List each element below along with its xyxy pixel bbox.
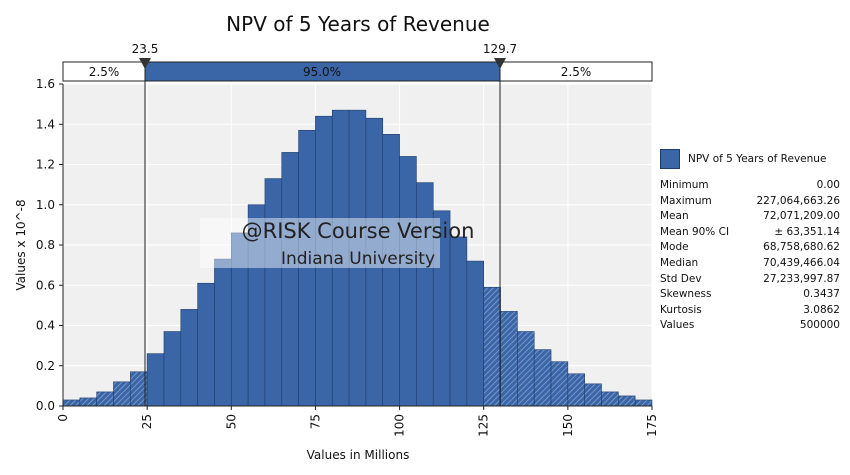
stat-label: Maximum: [660, 194, 712, 207]
x-axis-ticks: 0 25 50 75 100 125 150 175: [56, 406, 659, 437]
histogram-bar: [146, 353, 165, 407]
stat-label: Skewness: [660, 288, 712, 301]
x-tick-label: 100: [393, 414, 407, 437]
stat-label: Kurtosis: [660, 303, 702, 316]
histogram-bar: [533, 349, 552, 407]
y-axis-ticks: 0.0 0.2 0.4 0.6 0.8 1.0 1.2 1.4 1.6: [36, 77, 63, 413]
y-tick-label: 1.2: [36, 158, 55, 172]
x-tick-label: 125: [477, 414, 491, 437]
histogram-bar: [96, 391, 114, 407]
histogram-bar: [449, 236, 468, 407]
histogram-bar: [483, 286, 501, 407]
histogram-bar: [281, 152, 299, 407]
stat-label: Mean: [660, 210, 689, 223]
histogram-bar: [500, 311, 518, 407]
histogram-bar: [382, 134, 400, 407]
band-middle-pct: 95.0%: [303, 65, 341, 79]
histogram-bar: [399, 156, 417, 407]
stat-row: Mode 68,758,680.62: [660, 240, 840, 256]
chart-title: NPV of 5 Years of Revenue: [226, 12, 490, 36]
stat-row: Mean 90% CI ± 63,351.14: [660, 225, 840, 241]
right-delimiter-value: 129.7: [483, 42, 517, 56]
legend-label: NPV of 5 Years of Revenue: [688, 153, 827, 165]
histogram-bar: [180, 309, 198, 407]
stat-row: Median 70,439,466.04: [660, 256, 840, 272]
histogram-bar: [618, 395, 636, 407]
stat-label: Minimum: [660, 179, 709, 191]
right-delimiter-marker[interactable]: [494, 58, 506, 69]
histogram-bar: [79, 397, 97, 407]
x-tick-label: 0: [56, 414, 70, 422]
y-tick-label: 0.6: [36, 278, 55, 292]
stat-row: Kurtosis 3.0862: [660, 303, 840, 319]
stat-value: 27,233,997.87: [763, 272, 840, 285]
x-tick-label: 25: [140, 414, 154, 429]
x-tick-label: 175: [645, 414, 659, 437]
histogram-bar: [567, 373, 585, 407]
stat-row: Skewness 0.3437: [660, 287, 840, 303]
legend-swatch: [660, 149, 680, 169]
histogram-bar: [550, 361, 569, 407]
histogram-bar: [197, 282, 215, 407]
left-delimiter-value: 23.5: [132, 42, 159, 56]
left-delimiter-marker[interactable]: [139, 58, 151, 69]
y-tick-label: 1.4: [36, 117, 55, 131]
stat-row: Values 500000: [660, 318, 840, 334]
histogram-bar: [466, 260, 485, 407]
x-tick-label: 75: [308, 414, 322, 429]
x-tick-label: 50: [224, 414, 238, 429]
histogram-bar: [584, 383, 602, 407]
y-tick-label: 0.2: [36, 359, 55, 373]
stat-label: Mode: [660, 241, 689, 254]
stat-row: Maximum 227,064,663.26: [660, 194, 840, 210]
y-tick-label: 0.4: [36, 319, 55, 333]
x-tick-label: 150: [561, 414, 575, 437]
stat-value: 72,071,209.00: [763, 210, 840, 223]
stat-label: Mean 90% CI: [660, 225, 730, 238]
histogram-bar: [601, 391, 619, 407]
legend: NPV of 5 Years of Revenue: [660, 148, 840, 170]
histogram-bar: [264, 178, 283, 407]
histogram-bar: [517, 331, 535, 407]
y-tick-label: 1.6: [36, 77, 55, 91]
histogram-bar: [62, 399, 81, 407]
y-tick-label: 1.0: [36, 198, 55, 212]
y-axis-label: Values x 10^-8: [14, 199, 28, 290]
delimiter-band: 2.5% 95.0% 2.5%: [62, 61, 653, 82]
stat-value: 500000: [799, 319, 840, 332]
watermark-line-2: Indiana University: [281, 249, 435, 269]
stat-value: 68,758,680.62: [763, 241, 840, 254]
stat-value: 70,439,466.04: [763, 256, 840, 269]
histogram-bars: [62, 109, 653, 407]
histogram-bar: [163, 331, 182, 407]
band-left-pct: 2.5%: [89, 65, 120, 79]
stat-value: 0.00: [816, 179, 840, 191]
histogram-bar: [634, 399, 653, 407]
stat-value: 0.3437: [803, 288, 840, 301]
watermark-backdrop: [200, 218, 440, 268]
stat-row: Minimum 0.00: [660, 178, 840, 194]
band-right-pct: 2.5%: [561, 65, 592, 79]
histogram-bar: [214, 258, 232, 407]
stat-label: Values: [660, 319, 695, 332]
stat-value: ± 63,351.14: [774, 225, 840, 238]
statistics-panel: NPV of 5 Years of Revenue Minimum 0.00 Max…: [660, 148, 840, 334]
y-tick-label: 0.8: [36, 238, 55, 252]
stat-row: Mean 72,071,209.00: [660, 209, 840, 225]
stat-value: 3.0862: [803, 303, 840, 316]
histogram-bar: [113, 381, 131, 407]
y-tick-label: 0.0: [36, 399, 55, 413]
statistics-table: Minimum 0.00 Maximum 227,064,663.26 Mean 72,0…: [660, 178, 840, 334]
stat-label: Std Dev: [660, 272, 702, 285]
stat-label: Median: [660, 256, 699, 269]
watermark-line-1: @RISK Course Version: [242, 219, 475, 243]
stat-row: Std Dev 27,233,997.87: [660, 272, 840, 288]
stat-value: 227,064,663.26: [756, 194, 841, 207]
histogram-bar: [416, 182, 434, 407]
x-axis-label: Values in Millions: [307, 448, 410, 462]
